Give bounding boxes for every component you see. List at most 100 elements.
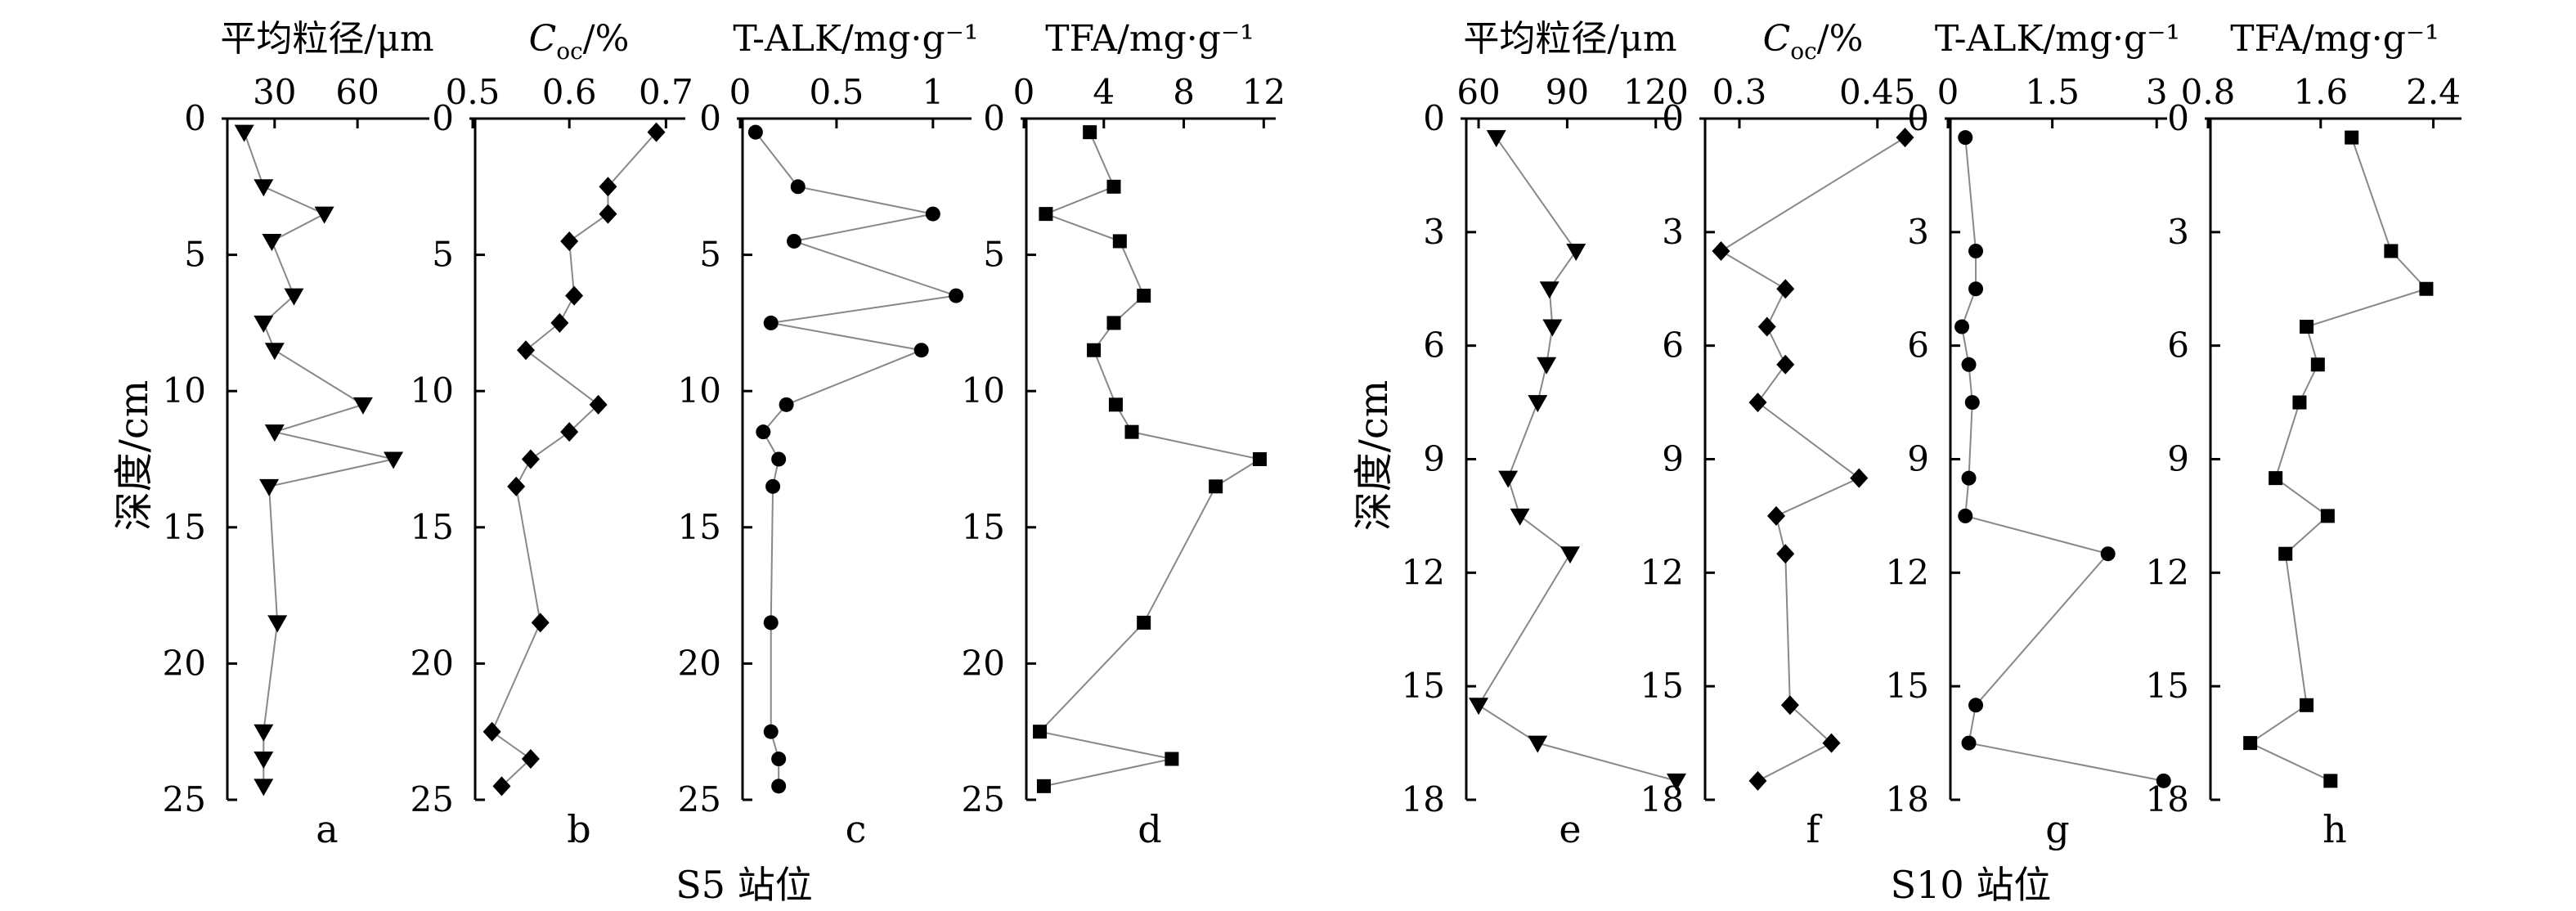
y-tick-label: 18 — [1886, 779, 1929, 819]
data-point — [1560, 546, 1580, 564]
y-tick-label: 9 — [1662, 439, 1684, 479]
x-tick-label: 0.5 — [810, 72, 864, 112]
series-line — [2248, 137, 2428, 782]
title-unit: /% — [1817, 18, 1864, 60]
data-point — [1961, 357, 1977, 372]
panel-letter: a — [316, 807, 338, 851]
y-tick-label: 6 — [1662, 325, 1684, 366]
x-tick-label: 0.8 — [2181, 72, 2236, 112]
data-point — [1108, 397, 1123, 412]
data-point — [1528, 735, 1548, 753]
y-tick-label: 0 — [1662, 98, 1684, 138]
x-tick-label: 0.6 — [542, 72, 597, 112]
data-point — [2419, 281, 2434, 296]
data-point — [787, 233, 802, 249]
panel-f: 0.3 0.45 0 3 6 9 12 15 18 Coc/% f — [1640, 18, 1923, 851]
data-point — [790, 179, 806, 195]
x-tick-label: 3 — [2146, 72, 2168, 112]
data-point — [2156, 773, 2171, 788]
data-point — [2100, 546, 2116, 562]
y-tick-label: 10 — [411, 370, 454, 411]
data-point — [1528, 395, 1548, 413]
y-tick-label: 25 — [962, 779, 1005, 819]
y-tick-label: 25 — [411, 779, 454, 819]
data-point — [507, 476, 526, 496]
data-point — [2300, 320, 2314, 334]
x-axis-title: 平均粒径/μm — [1463, 18, 1676, 60]
y-tick-label: 5 — [699, 235, 721, 275]
title-unit: /% — [583, 18, 630, 60]
panel-b: 0.5 0.6 0.7 0 5 10 15 20 25 Coc/% b — [411, 18, 693, 851]
data-point — [2345, 130, 2359, 145]
data-point — [492, 776, 511, 797]
data-point — [1033, 725, 1048, 739]
data-point — [1498, 470, 1519, 488]
data-point — [352, 397, 373, 415]
data-point — [1968, 698, 1984, 713]
x-axis-title: Coc/% — [1763, 18, 1864, 65]
x-tick-label: 1.6 — [2293, 72, 2348, 112]
series-line — [1038, 132, 1263, 788]
series-line — [1719, 137, 1906, 782]
x-axis-title: TFA/mg·g⁻¹ — [2230, 18, 2439, 60]
x-tick-label: 90 — [1546, 72, 1589, 112]
data-point — [2310, 357, 2325, 372]
data-point — [1667, 773, 1686, 791]
x-tick-label: 8 — [1173, 72, 1195, 112]
data-point — [284, 288, 304, 306]
y-tick-label: 20 — [163, 643, 206, 683]
y-tick-label: 5 — [432, 235, 454, 275]
data-point — [1748, 770, 1767, 791]
data-point — [1106, 179, 1121, 194]
series-line — [1960, 137, 2164, 782]
data-point — [599, 204, 617, 224]
y-tick-label: 15 — [678, 507, 721, 547]
y-tick-label: 5 — [184, 235, 206, 275]
data-point — [2269, 471, 2283, 486]
data-point — [2323, 774, 2338, 788]
data-point — [765, 478, 781, 494]
data-point — [521, 449, 540, 469]
y-tick-label: 0 — [432, 98, 454, 138]
data-point — [1780, 695, 1799, 716]
x-tick-label: 120 — [1623, 72, 1689, 112]
y-tick-label: 18 — [1402, 779, 1445, 819]
y-tick-label: 12 — [1640, 552, 1684, 592]
x-tick-label: 0.5 — [446, 72, 500, 112]
y-tick-label: 9 — [1907, 439, 1929, 479]
panel-d: 0 4 8 12 0 5 10 15 20 25 TFA/mg·g⁻¹ d — [962, 18, 1286, 851]
data-point — [384, 451, 404, 469]
x-tick-label: 0.45 — [1839, 72, 1916, 112]
y-tick-label: 3 — [1662, 212, 1684, 252]
data-point — [1961, 470, 1977, 486]
data-point — [482, 721, 501, 742]
data-point — [763, 724, 779, 739]
data-point — [1961, 735, 1977, 751]
x-tick-label: 0 — [1937, 72, 1959, 112]
data-point — [2300, 698, 2314, 712]
y-tick-label: 0 — [1423, 98, 1445, 138]
series-line — [243, 132, 394, 787]
title-subscript: oc — [1790, 38, 1817, 65]
y-tick-label: 5 — [983, 235, 1005, 275]
x-tick-label: 60 — [1456, 72, 1500, 112]
data-point — [565, 285, 584, 306]
s5-depth-axis-label: 深度/cm — [111, 380, 157, 532]
x-tick-label: 0.3 — [1712, 72, 1767, 112]
x-tick-label: 1.5 — [2025, 72, 2080, 112]
data-point — [262, 233, 282, 251]
data-point — [1954, 319, 1970, 334]
y-tick-label: 3 — [1907, 212, 1929, 252]
x-axis-title: 平均粒径/μm — [220, 18, 433, 60]
data-point — [1112, 234, 1127, 249]
data-point — [550, 312, 569, 333]
data-point — [1757, 316, 1776, 337]
data-point — [314, 206, 334, 224]
y-tick-label: 15 — [1886, 666, 1929, 706]
data-point — [1537, 357, 1557, 375]
data-point — [756, 424, 771, 440]
data-point — [560, 422, 579, 442]
data-point — [2292, 395, 2307, 410]
